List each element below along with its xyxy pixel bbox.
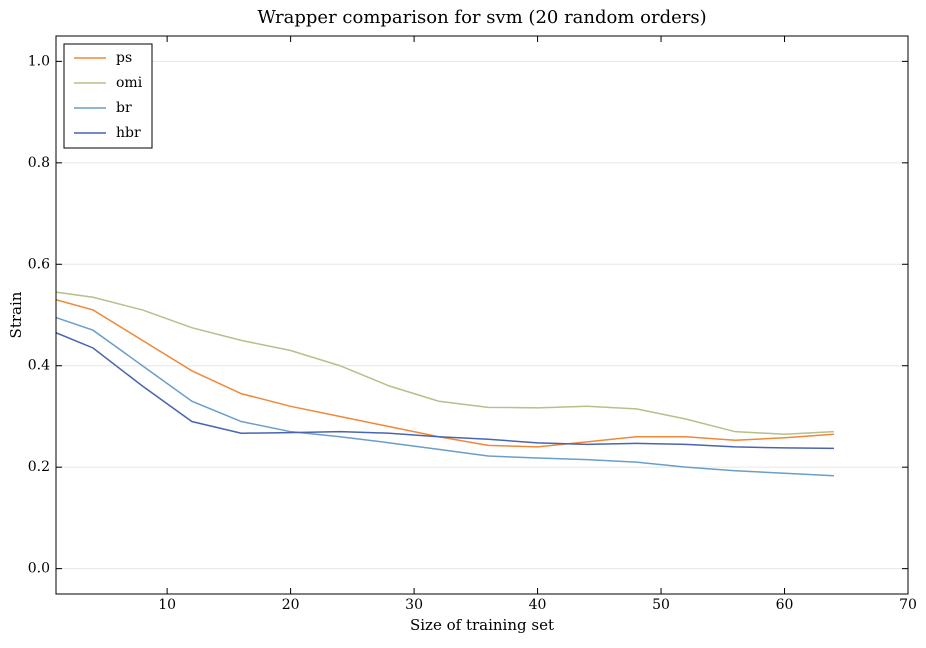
- x-tick-label: 50: [652, 597, 670, 613]
- legend-label: br: [116, 100, 132, 116]
- y-tick-label: 0.6: [28, 256, 50, 272]
- x-tick-label: 30: [405, 597, 423, 613]
- legend-label: ps: [116, 50, 132, 66]
- line-series: [55, 332, 834, 450]
- y-axis-label: Strain: [7, 291, 25, 338]
- x-tick-label: 70: [899, 597, 917, 613]
- legend-label: hbr: [116, 125, 141, 141]
- legend-label: omi: [116, 75, 143, 91]
- y-tick-label: 0.4: [28, 358, 50, 374]
- y-tick-label: 1.0: [28, 53, 50, 69]
- y-tick-label: 0.8: [28, 155, 50, 171]
- x-tick-label: 10: [158, 597, 176, 613]
- x-tick-label: 20: [282, 597, 300, 613]
- x-tick-label: 60: [776, 597, 794, 613]
- line-series: [55, 299, 834, 448]
- legend-box: [63, 43, 153, 149]
- y-tick-label: 0.2: [28, 459, 50, 475]
- plot-frame: [55, 35, 909, 595]
- line-series: [55, 316, 834, 477]
- y-tick-label: 0.0: [28, 561, 50, 577]
- x-axis-label: Size of training set: [410, 616, 554, 634]
- x-tick-label: 40: [529, 597, 547, 613]
- chart-title: Wrapper comparison for svm (20 random or…: [257, 7, 706, 28]
- line-series: [55, 291, 834, 435]
